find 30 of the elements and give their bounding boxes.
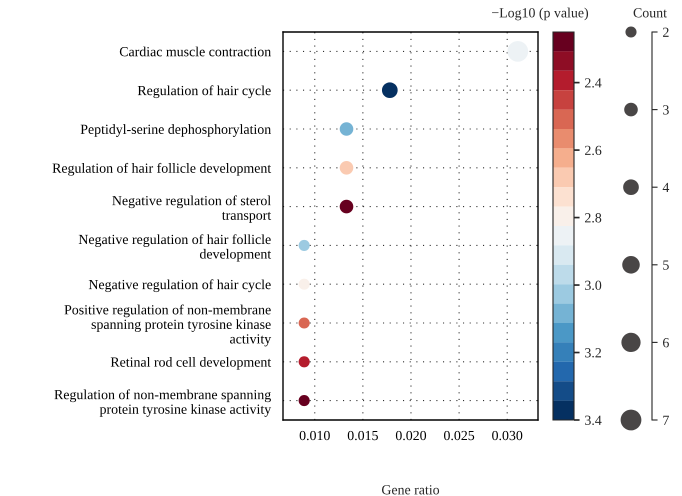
y-tick-label: Regulation of hair cycle bbox=[138, 85, 271, 98]
x-tick-label: 0.020 bbox=[396, 430, 426, 440]
legend-label: 2 bbox=[663, 28, 669, 37]
color-bar-label: 3.0 bbox=[585, 280, 602, 290]
legend-label: 4 bbox=[662, 182, 670, 192]
x-tick-label: 0.010 bbox=[300, 430, 330, 440]
x-tick-label: 0.025 bbox=[444, 430, 474, 440]
y-tick-label: Negative regulation of hair follicle development bbox=[78, 234, 272, 262]
color-bar-label: 3.4 bbox=[585, 416, 602, 426]
legend-label: 7 bbox=[663, 416, 669, 425]
y-tick-label: Peptidyl-serine dephosphorylation bbox=[80, 124, 271, 137]
x-tick-label: 0.030 bbox=[492, 430, 522, 440]
y-tick-label: Negative regulation of hair cycle bbox=[88, 279, 271, 292]
legend-label: 3 bbox=[663, 105, 669, 115]
legend-label: 6 bbox=[663, 338, 669, 348]
y-tick-label: Positive regulation of non-membrane spanning protein tyrosine kinase activity bbox=[64, 304, 272, 346]
y-tick-label: Cardiac muscle contraction bbox=[120, 46, 271, 56]
legend-title: Count bbox=[634, 8, 667, 18]
y-tick-label: Regulation of hair follicle development bbox=[52, 162, 272, 176]
color-bar-label: 2.8 bbox=[585, 213, 602, 223]
x-axis-title: Gene ratio bbox=[382, 485, 440, 494]
color-bar-label: 2.6 bbox=[585, 146, 602, 156]
legend-label: 5 bbox=[663, 260, 669, 270]
y-tick-label: Regulation of non-membrane spanning protein tyrosine kinase activity bbox=[54, 389, 272, 417]
y-tick-label: Negative regulation of sterol transport bbox=[112, 195, 272, 223]
y-tick-label: Retinal rod cell development bbox=[110, 356, 272, 370]
x-tick-label: 0.015 bbox=[348, 430, 378, 440]
color-bar-title: −Log10 (p value) bbox=[492, 8, 588, 20]
color-bar-label: 2.4 bbox=[585, 78, 602, 88]
color-bar-label: 3.2 bbox=[585, 348, 602, 358]
